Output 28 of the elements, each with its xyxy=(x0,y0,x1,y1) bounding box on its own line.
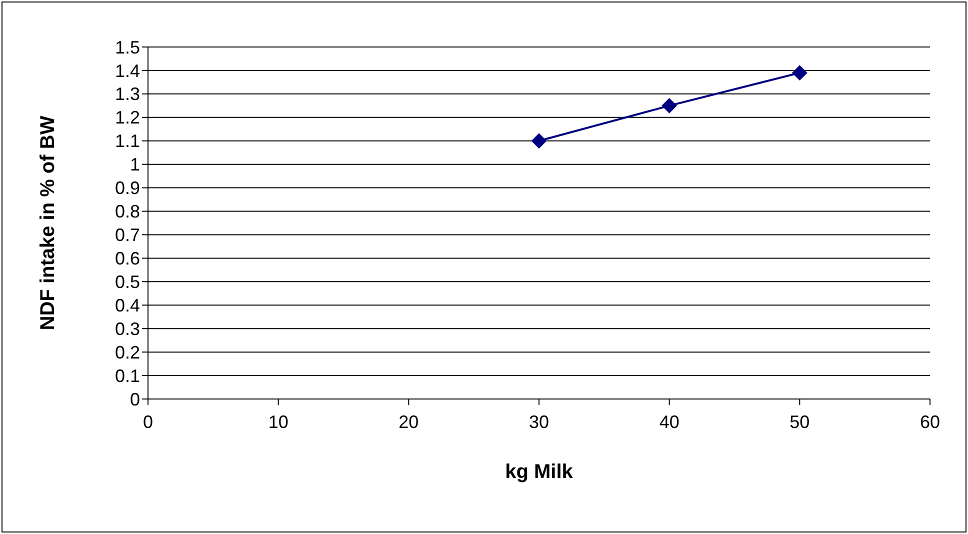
y-tick-label: 0.1 xyxy=(114,366,140,386)
point xyxy=(532,133,546,148)
y-tick-label: 0.5 xyxy=(114,272,140,292)
y-tick-label: 0.6 xyxy=(114,248,140,268)
y-tick-label: 1.1 xyxy=(114,131,140,152)
x-tick-label: 50 xyxy=(790,412,810,432)
x-tick-label: 60 xyxy=(920,412,940,432)
x-tick-label: 10 xyxy=(268,412,288,432)
x-tick-label: 20 xyxy=(398,412,419,432)
y-tick-label: 1.5 xyxy=(114,37,140,58)
y-tick-label: 0.9 xyxy=(114,178,140,198)
y-tick-label: 1.4 xyxy=(114,60,140,81)
y-axis-title: NDF intake in % of BW xyxy=(37,116,59,330)
y-tick-label: 0 xyxy=(130,389,140,410)
y-tick-label: 0.4 xyxy=(114,295,140,316)
point xyxy=(662,98,677,114)
y-tick-label: 1.3 xyxy=(114,84,140,104)
x-tick-label: 30 xyxy=(528,412,550,432)
y-tick-label: 0.2 xyxy=(114,342,140,362)
x-tick-label: 0 xyxy=(142,412,154,432)
y-tick-label: 1 xyxy=(130,154,140,175)
point xyxy=(792,65,808,80)
x-tick-label: 40 xyxy=(659,412,680,432)
y-tick-label: 0.7 xyxy=(114,225,140,246)
y-tick-label: 1.2 xyxy=(114,108,140,128)
y-tick-label: 0.3 xyxy=(114,318,140,339)
x-axis-title: kg Milk xyxy=(505,461,574,483)
y-tick-label: 0.8 xyxy=(114,202,140,222)
